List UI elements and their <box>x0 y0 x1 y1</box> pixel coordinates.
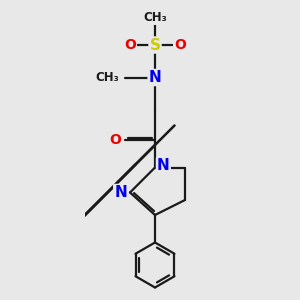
Text: S: S <box>149 38 161 52</box>
Text: N: N <box>157 158 170 173</box>
Text: CH₃: CH₃ <box>95 71 119 84</box>
Text: O: O <box>174 38 186 52</box>
Text: O: O <box>109 133 121 147</box>
Text: CH₃: CH₃ <box>143 11 167 24</box>
Text: N: N <box>114 185 127 200</box>
Text: N: N <box>148 70 161 85</box>
Text: O: O <box>124 38 136 52</box>
